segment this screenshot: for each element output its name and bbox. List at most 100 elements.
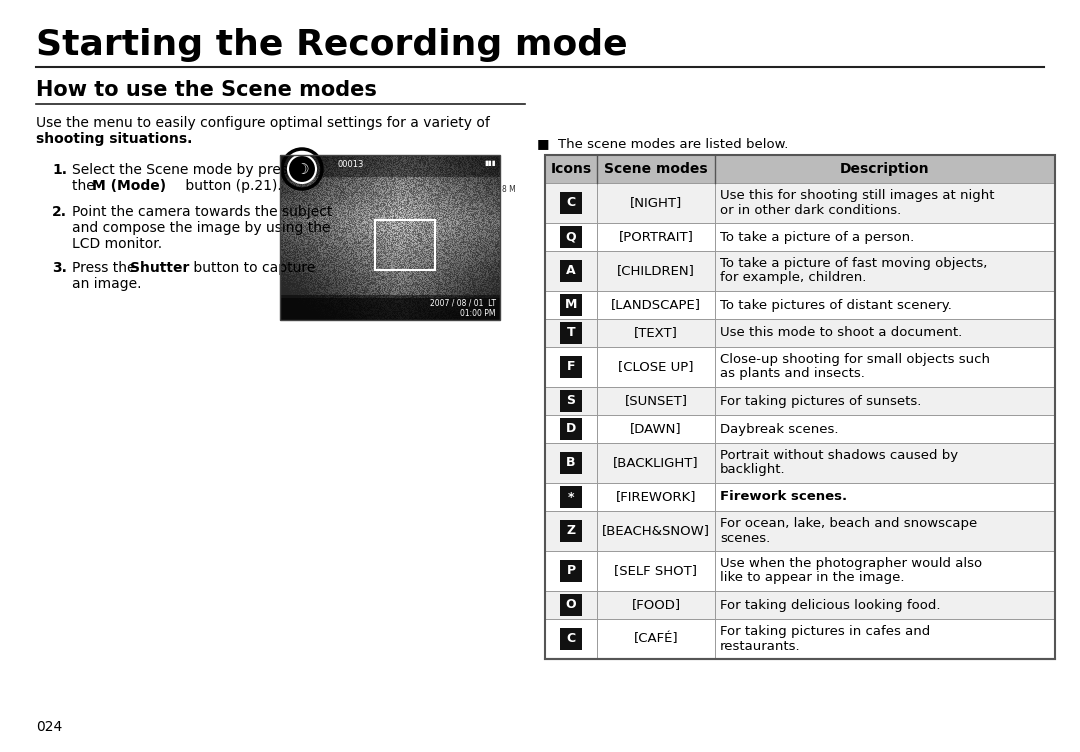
Bar (280, 298, 500, 320)
Bar (545, 619, 1055, 659)
Text: B: B (566, 456, 576, 469)
Text: For taking delicious looking food.: For taking delicious looking food. (720, 599, 941, 611)
Text: 2007 / 08 / 01  LT: 2007 / 08 / 01 LT (430, 299, 496, 308)
Text: D: D (566, 423, 576, 435)
Bar (545, 291, 1055, 319)
Text: [BEACH&SNOW]: [BEACH&SNOW] (602, 524, 710, 538)
Text: [CHILDREN]: [CHILDREN] (617, 265, 694, 277)
Bar (545, 155, 1055, 659)
Bar (545, 591, 1055, 619)
Text: Use this for shooting still images at night: Use this for shooting still images at ni… (720, 190, 995, 202)
Text: [DAWN]: [DAWN] (631, 423, 681, 435)
Text: 3.: 3. (52, 261, 67, 275)
Text: an image.: an image. (72, 277, 141, 291)
Bar (545, 483, 1055, 511)
Bar (545, 387, 1055, 415)
Bar (561, 226, 582, 248)
Bar (561, 294, 582, 316)
Text: 024: 024 (36, 720, 63, 734)
Text: Shutter: Shutter (130, 261, 189, 275)
Text: For taking pictures of sunsets.: For taking pictures of sunsets. (720, 395, 921, 408)
Text: ☽: ☽ (295, 162, 309, 177)
Text: Starting the Recording mode: Starting the Recording mode (36, 28, 627, 62)
Text: C: C (566, 632, 576, 645)
Bar (545, 415, 1055, 443)
Bar (545, 155, 1055, 183)
Text: [PORTRAIT]: [PORTRAIT] (619, 231, 693, 244)
Bar (545, 223, 1055, 251)
Text: Z: Z (566, 524, 576, 538)
Text: 8 M: 8 M (502, 186, 516, 195)
Text: How to use the Scene modes: How to use the Scene modes (36, 80, 377, 100)
Text: M: M (565, 299, 577, 311)
Text: O: O (566, 599, 577, 611)
Text: 1.: 1. (52, 163, 67, 177)
Bar (561, 390, 582, 412)
Bar (545, 319, 1055, 347)
Text: F: F (567, 360, 576, 374)
Text: A: A (566, 265, 576, 277)
Bar (561, 594, 582, 616)
Text: Daybreak scenes.: Daybreak scenes. (720, 423, 838, 435)
Bar (545, 251, 1055, 291)
Bar (561, 356, 582, 378)
Text: Use when the photographer would also: Use when the photographer would also (720, 557, 982, 571)
Text: Description: Description (840, 162, 930, 176)
Text: To take pictures of distant scenery.: To take pictures of distant scenery. (720, 299, 951, 311)
Bar (561, 560, 582, 582)
Text: scenes.: scenes. (720, 532, 770, 544)
Text: ■  The scene modes are listed below.: ■ The scene modes are listed below. (537, 137, 788, 150)
Text: Close-up shooting for small objects such: Close-up shooting for small objects such (720, 353, 990, 366)
Text: Press the: Press the (72, 261, 140, 275)
Text: *: * (568, 490, 575, 504)
Bar (561, 452, 582, 474)
Text: shooting situations.: shooting situations. (36, 132, 192, 146)
Text: For ocean, lake, beach and snowscape: For ocean, lake, beach and snowscape (720, 517, 977, 530)
Text: like to appear in the image.: like to appear in the image. (720, 572, 905, 584)
Text: To take a picture of fast moving objects,: To take a picture of fast moving objects… (720, 257, 987, 271)
Text: [FOOD]: [FOOD] (632, 599, 680, 611)
Bar (280, 155, 500, 177)
Text: P: P (566, 565, 576, 578)
Bar (561, 418, 582, 440)
Bar (545, 511, 1055, 551)
Text: for example, children.: for example, children. (720, 271, 866, 284)
Text: restaurants.: restaurants. (720, 639, 800, 653)
Text: Firework scenes.: Firework scenes. (720, 490, 847, 504)
Text: Select the Scene mode by pressing: Select the Scene mode by pressing (72, 163, 316, 177)
Text: Use the menu to easily configure optimal settings for a variety of: Use the menu to easily configure optimal… (36, 116, 490, 130)
Text: Point the camera towards the subject: Point the camera towards the subject (72, 205, 333, 219)
Text: For taking pictures in cafes and: For taking pictures in cafes and (720, 626, 930, 638)
Circle shape (288, 155, 316, 183)
Bar (280, 155, 500, 320)
Bar (561, 192, 582, 214)
Text: C: C (566, 196, 576, 210)
Text: Use this mode to shoot a document.: Use this mode to shoot a document. (720, 326, 962, 339)
Text: [SUNSET]: [SUNSET] (624, 395, 688, 408)
Text: button (p.21).: button (p.21). (181, 179, 282, 193)
Text: To take a picture of a person.: To take a picture of a person. (720, 231, 915, 244)
Text: [FIREWORK]: [FIREWORK] (616, 490, 697, 504)
Text: [BACKLIGHT]: [BACKLIGHT] (613, 456, 699, 469)
Text: Scene modes: Scene modes (604, 162, 707, 176)
Text: ▮▮▮: ▮▮▮ (484, 160, 496, 166)
Bar (545, 551, 1055, 591)
Text: button to capture: button to capture (189, 261, 315, 275)
Text: Portrait without shadows caused by: Portrait without shadows caused by (720, 450, 958, 462)
Bar (545, 443, 1055, 483)
Bar (561, 520, 582, 542)
Text: or in other dark conditions.: or in other dark conditions. (720, 204, 901, 217)
Text: 01:00 PM: 01:00 PM (460, 309, 496, 318)
Text: and compose the image by using the: and compose the image by using the (72, 221, 330, 235)
Text: Icons: Icons (551, 162, 592, 176)
Text: 00013: 00013 (338, 160, 364, 169)
Text: [NIGHT]: [NIGHT] (630, 196, 683, 210)
Text: [SELF SHOT]: [SELF SHOT] (615, 565, 698, 578)
Text: the: the (72, 179, 99, 193)
Text: S: S (567, 395, 576, 408)
Bar (561, 322, 582, 344)
Text: LCD monitor.: LCD monitor. (72, 237, 162, 251)
Bar (375, 220, 435, 270)
Bar (545, 183, 1055, 223)
Text: as plants and insects.: as plants and insects. (720, 368, 865, 381)
